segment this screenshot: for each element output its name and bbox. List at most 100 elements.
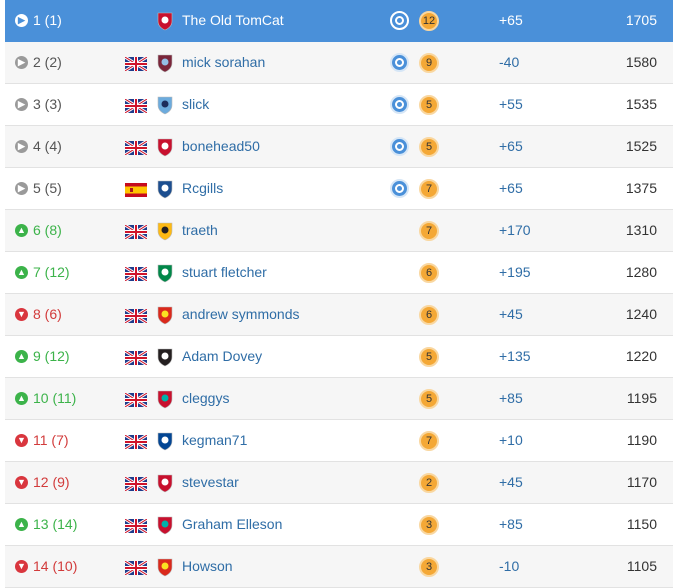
- rank-label: 2 (2): [33, 54, 62, 70]
- rank-cell: ▶ 3 (3): [15, 96, 62, 112]
- target-icon[interactable]: [390, 137, 409, 156]
- rank-cell: ▲ 6 (8): [15, 222, 62, 238]
- count-badge: 12: [419, 11, 439, 31]
- score-delta-link[interactable]: -40: [499, 54, 520, 70]
- table-row[interactable]: ▶ 1 (1) The Old TomCat 12 +65 1705: [5, 0, 673, 42]
- rank-cell: ▲ 10 (11): [15, 390, 76, 406]
- rank-label: 5 (5): [33, 180, 62, 196]
- player-name-link[interactable]: Howson: [182, 558, 233, 574]
- player-name-link[interactable]: traeth: [182, 222, 218, 238]
- table-row[interactable]: ▶ 2 (2) mick sorahan 9 -40 1580: [5, 42, 673, 84]
- table-row[interactable]: ▲ 13 (14) Graham Elleson 3 +85 1150: [5, 504, 673, 546]
- table-row[interactable]: ▼ 11 (7) kegman71 7 +10 1190: [5, 420, 673, 462]
- score-delta-link[interactable]: +10: [499, 432, 523, 448]
- score-delta-link[interactable]: +85: [499, 390, 523, 406]
- table-row[interactable]: ▲ 10 (11) cleggys 5 +85 1195: [5, 378, 673, 420]
- score-delta-link[interactable]: +65: [499, 138, 523, 154]
- spain-flag-icon: [125, 183, 147, 197]
- target-icon[interactable]: [390, 95, 409, 114]
- points-value: 1105: [626, 558, 657, 574]
- player-name-link[interactable]: bonehead50: [182, 138, 260, 154]
- points-value: 1170: [626, 474, 657, 490]
- score-delta-link[interactable]: +65: [499, 12, 523, 28]
- rank-cell: ▼ 12 (9): [15, 474, 70, 490]
- rank-label: 9 (12): [33, 348, 70, 364]
- chevron-right-icon: ▶: [15, 139, 28, 153]
- united-badge-icon: [155, 557, 175, 577]
- count-badge: 7: [419, 221, 439, 241]
- table-row[interactable]: ▶ 4 (4) bonehead50 5 +65 1525: [5, 126, 673, 168]
- points-value: 1240: [625, 306, 657, 322]
- chevron-down-icon: ▼: [15, 475, 28, 489]
- rank-cell: ▼ 8 (6): [15, 306, 62, 322]
- count-badge: 5: [419, 389, 439, 409]
- score-delta-link[interactable]: +65: [499, 180, 523, 196]
- count-badge: 5: [419, 347, 439, 367]
- table-row[interactable]: ▲ 9 (12) Adam Dovey 5 +135 1220: [5, 336, 673, 378]
- target-icon[interactable]: [390, 53, 409, 72]
- player-name-link[interactable]: kegman71: [182, 432, 248, 448]
- score-delta-link[interactable]: +195: [499, 264, 531, 280]
- player-name-link[interactable]: Rcgills: [182, 180, 224, 196]
- points-value: 1535: [625, 96, 657, 112]
- player-name-link[interactable]: andrew symmonds: [182, 306, 300, 322]
- table-row[interactable]: ▶ 5 (5) Rcgills 7 +65 1375: [5, 168, 673, 210]
- target-icon[interactable]: [390, 179, 409, 198]
- chevron-right-icon: ▶: [15, 55, 28, 69]
- table-row[interactable]: ▶ 3 (3) slick 5 +55 1535: [5, 84, 673, 126]
- points-value: 1280: [625, 264, 657, 280]
- player-name-link[interactable]: stuart fletcher: [182, 264, 267, 280]
- rank-label: 3 (3): [33, 96, 62, 112]
- player-name-link[interactable]: Adam Dovey: [182, 348, 263, 364]
- rank-cell: ▼ 14 (10): [15, 558, 77, 574]
- score-delta-link[interactable]: +85: [499, 516, 523, 532]
- leaderboard-table: ▶ 1 (1) The Old TomCat 12 +65 1705 ▶ 2 (2) mick …: [5, 0, 673, 588]
- chevron-up-icon: ▲: [15, 223, 28, 237]
- chevron-up-icon: ▲: [15, 391, 28, 405]
- count-badge: 3: [419, 557, 439, 577]
- rank-cell: ▶ 2 (2): [15, 54, 62, 70]
- count-badge: 5: [419, 137, 439, 157]
- target-icon[interactable]: [390, 11, 409, 30]
- player-name-link[interactable]: slick: [182, 96, 210, 112]
- rank-cell: ▲ 7 (12): [15, 264, 70, 280]
- player-name-link[interactable]: Graham Elleson: [182, 516, 283, 532]
- table-row[interactable]: ▼ 12 (9) stevestar 2 +45 1170: [5, 462, 673, 504]
- table-row[interactable]: ▲ 7 (12) stuart fletcher 6 +195 1280: [5, 252, 673, 294]
- uk-flag-icon: [124, 475, 148, 493]
- table-row[interactable]: ▲ 6 (8) traeth 7 +170 1310: [5, 210, 673, 252]
- united-badge-icon: [155, 305, 175, 325]
- crawley-badge-icon: [155, 137, 175, 157]
- liverpool-badge-icon: [155, 389, 175, 409]
- player-name-link[interactable]: cleggys: [182, 390, 230, 406]
- chevron-down-icon: ▼: [15, 433, 28, 447]
- table-row[interactable]: ▼ 14 (10) Howson 3 -10 1105: [5, 546, 673, 588]
- rank-label: 10 (11): [33, 390, 77, 406]
- chevron-up-icon: ▲: [15, 349, 28, 363]
- score-delta-link[interactable]: +45: [499, 306, 523, 322]
- uk-flag-icon: [124, 265, 148, 283]
- count-badge: 5: [419, 95, 439, 115]
- table-row[interactable]: ▼ 8 (6) andrew symmonds 6 +45 1240: [5, 294, 673, 336]
- uk-flag-icon: [124, 307, 148, 325]
- player-name-link[interactable]: stevestar: [182, 474, 239, 490]
- chevron-right-icon: ▶: [15, 97, 28, 111]
- player-name-link[interactable]: mick sorahan: [182, 54, 266, 70]
- player-name-link[interactable]: The Old TomCat: [182, 12, 284, 28]
- score-delta-link[interactable]: +135: [499, 348, 531, 364]
- rank-label: 6 (8): [33, 222, 62, 238]
- score-delta-link[interactable]: +45: [499, 474, 523, 490]
- crawley-badge-icon: [155, 11, 175, 31]
- points-value: 1190: [626, 432, 657, 448]
- score-delta-link[interactable]: +170: [499, 222, 531, 238]
- score-delta-link[interactable]: -10: [499, 558, 520, 574]
- striped-badge-icon: [155, 179, 175, 199]
- count-badge: 7: [419, 179, 439, 199]
- rank-cell: ▶ 1 (1): [15, 12, 62, 28]
- chevron-down-icon: ▼: [15, 559, 28, 573]
- chelsea-badge-icon: [155, 431, 175, 451]
- points-value: 1705: [625, 12, 657, 28]
- chevron-right-icon: ▶: [15, 181, 28, 195]
- chevron-up-icon: ▲: [15, 265, 28, 279]
- score-delta-link[interactable]: +55: [499, 96, 523, 112]
